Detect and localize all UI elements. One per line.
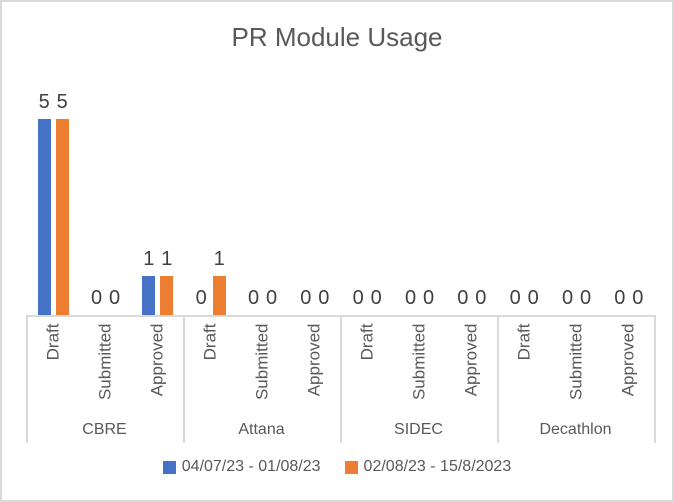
legend-swatch-series1 — [162, 460, 176, 474]
x-group-label-decathlon: Decathlon — [539, 421, 612, 438]
x-label-attana-submitted: Submitted — [252, 323, 272, 401]
legend-label-series2: 02/08/23 - 15/8/2023 — [363, 458, 512, 475]
x-label-cbre-approved: Approved — [147, 323, 167, 397]
value-label-s1-sidec-draft: 0 — [352, 287, 364, 309]
chart-title: PR Module Usage — [231, 22, 443, 52]
x-label-attana-approved: Approved — [304, 323, 324, 397]
value-label-s2-sidec-draft: 0 — [370, 287, 382, 309]
legend-item-series1: 04/07/23 - 01/08/23 — [162, 458, 321, 476]
bar-s1-cbre-draft — [37, 119, 51, 315]
value-label-s1-cbre-draft: 5 — [38, 91, 50, 113]
x-group-label-cbre: CBRE — [82, 421, 127, 438]
value-label-s1-cbre-submitted: 0 — [90, 287, 103, 309]
value-label-s1-decathlon-draft: 0 — [509, 287, 521, 309]
value-label-s2-decathlon-submitted: 0 — [579, 287, 592, 309]
axis-divider-0 — [26, 315, 28, 443]
value-label-s1-cbre-approved: 1 — [143, 247, 155, 270]
value-label-s1-attana-draft: 0 — [195, 287, 207, 309]
legend-swatch-series2 — [344, 460, 358, 474]
x-group-label-sidec: SIDEC — [394, 421, 443, 438]
x-label-cbre-draft: Draft — [43, 323, 63, 361]
value-label-s2-cbre-submitted: 0 — [108, 287, 121, 309]
axis-divider-4 — [654, 315, 656, 443]
legend-label-series1: 04/07/23 - 01/08/23 — [181, 458, 321, 475]
value-label-s2-decathlon-approved: 0 — [632, 287, 644, 309]
bar-s2-cbre-approved — [160, 275, 174, 315]
axis-divider-3 — [497, 315, 499, 443]
x-label-sidec-draft: Draft — [357, 323, 377, 361]
bar-s2-attana-draft — [212, 275, 226, 315]
value-label-s1-sidec-submitted: 0 — [404, 287, 417, 309]
x-group-label-attana: Attana — [238, 421, 285, 438]
x-label-sidec-approved: Approved — [461, 323, 481, 397]
legend: 04/07/23 - 01/08/23 02/08/23 - 15/8/2023 — [2, 458, 672, 476]
x-label-cbre-submitted: Submitted — [95, 323, 115, 401]
bar-s1-cbre-approved — [142, 275, 156, 315]
value-label-s2-attana-submitted: 0 — [265, 287, 278, 309]
value-label-s2-sidec-submitted: 0 — [422, 287, 435, 309]
value-label-s2-attana-draft: 1 — [213, 247, 225, 270]
value-label-s1-attana-approved: 0 — [300, 287, 312, 309]
axis-divider-1 — [183, 315, 185, 443]
value-label-s2-cbre-draft: 5 — [56, 91, 68, 113]
value-label-s1-decathlon-approved: 0 — [614, 287, 626, 309]
bar-s2-cbre-draft — [55, 119, 69, 315]
x-label-sidec-submitted: Submitted — [409, 323, 429, 401]
x-label-decathlon-draft: Draft — [514, 323, 534, 361]
x-label-attana-draft: Draft — [200, 323, 220, 361]
x-label-decathlon-submitted: Submitted — [566, 323, 586, 401]
x-label-decathlon-approved: Approved — [618, 323, 638, 397]
value-label-s2-decathlon-draft: 0 — [527, 287, 539, 309]
value-label-s1-decathlon-submitted: 0 — [561, 287, 574, 309]
legend-item-series2: 02/08/23 - 15/8/2023 — [344, 458, 512, 476]
value-label-s2-attana-approved: 0 — [318, 287, 330, 309]
value-label-s1-sidec-approved: 0 — [457, 287, 469, 309]
axis-divider-2 — [340, 315, 342, 443]
value-label-s2-cbre-approved: 1 — [161, 247, 173, 270]
value-label-s1-attana-submitted: 0 — [247, 287, 260, 309]
value-label-s2-sidec-approved: 0 — [475, 287, 487, 309]
